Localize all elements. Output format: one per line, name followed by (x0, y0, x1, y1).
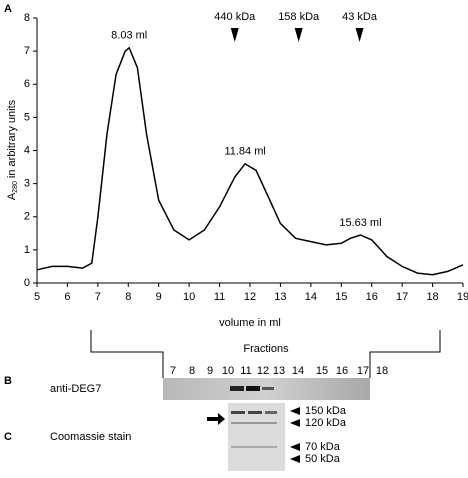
y-tick-label: 1 (24, 244, 30, 256)
gel-band (265, 411, 277, 414)
arrow (207, 413, 225, 425)
y-label-part: A (6, 192, 18, 200)
blot-band (262, 387, 274, 390)
fraction-number: 11 (240, 365, 251, 377)
y-label-part: in arbitrary units (6, 99, 18, 181)
y-tick-label: 7 (24, 45, 30, 57)
y-axis-label: A280 in arbitrary units (6, 99, 19, 200)
marker-triangle (230, 28, 239, 42)
x-axis-label: volume in ml (219, 317, 281, 329)
marker-label: 43 kDa (342, 11, 378, 23)
size-label: 70 kDa (305, 441, 341, 453)
gel-label: Coomassie stain (50, 431, 131, 443)
x-tick-label: 17 (396, 291, 408, 303)
size-label: 150 kDa (305, 405, 347, 417)
x-tick-label: 10 (183, 291, 195, 303)
bracket (90, 330, 164, 378)
size-marker (290, 443, 300, 451)
y-tick-label: 8 (24, 12, 30, 24)
fractions-title: Fractions (243, 343, 289, 355)
y-tick-label: 0 (24, 277, 30, 289)
x-tick-label: 9 (156, 291, 162, 303)
x-tick-label: 8 (125, 291, 131, 303)
blot-band (230, 386, 244, 391)
size-marker (290, 419, 300, 427)
x-tick-label: 12 (244, 291, 256, 303)
x-tick-label: 7 (95, 291, 101, 303)
fraction-number: 14 (292, 365, 304, 377)
gel-band (231, 411, 245, 414)
size-marker (290, 407, 300, 415)
gel-band (248, 411, 262, 414)
blot-label: anti-DEG7 (50, 383, 101, 395)
peak-annotation: 15.63 ml (339, 217, 381, 229)
gel (228, 403, 285, 471)
y-label-part: 280 (12, 181, 19, 193)
blot-band (246, 386, 260, 391)
marker-triangle (355, 28, 364, 42)
size-marker (290, 455, 300, 463)
panel-label: B (4, 375, 12, 387)
y-tick-label: 2 (24, 211, 30, 223)
marker-label: 158 kDa (278, 11, 320, 23)
y-tick-label: 5 (24, 111, 30, 123)
x-tick-label: 18 (426, 291, 438, 303)
peak-annotation: 11.84 ml (224, 146, 265, 158)
x-tick-label: 14 (305, 291, 317, 303)
x-tick-label: 16 (366, 291, 378, 303)
bracket (369, 330, 441, 378)
size-label: 50 kDa (305, 453, 341, 465)
peak-annotation: 8.03 ml (111, 30, 147, 42)
panel-label: A (4, 3, 12, 15)
panel-label: C (4, 431, 12, 443)
fraction-number: 7 (170, 365, 176, 377)
x-tick-label: 19 (457, 291, 468, 303)
fraction-number: 15 (316, 365, 328, 377)
y-tick-label: 4 (24, 144, 30, 156)
marker-triangle (294, 28, 303, 42)
x-tick-label: 5 (34, 291, 40, 303)
y-tick-label: 3 (24, 178, 30, 190)
fraction-number: 16 (336, 365, 348, 377)
fraction-number: 9 (207, 365, 213, 377)
size-label: 120 kDa (305, 417, 347, 429)
fraction-number: 17 (357, 365, 369, 377)
x-tick-label: 13 (274, 291, 286, 303)
fraction-number: 13 (273, 365, 285, 377)
fraction-number: 18 (376, 365, 388, 377)
fraction-number: 12 (257, 365, 269, 377)
x-tick-label: 15 (335, 291, 347, 303)
x-tick-label: 6 (64, 291, 70, 303)
gel-band (231, 446, 277, 448)
y-tick-label: 6 (24, 78, 30, 90)
fraction-number: 10 (222, 365, 234, 377)
fraction-number: 8 (189, 365, 195, 377)
chromatogram-line (36, 46, 464, 276)
gel-band (231, 422, 277, 424)
x-tick-label: 11 (214, 291, 225, 303)
marker-label: 440 kDa (214, 11, 256, 23)
